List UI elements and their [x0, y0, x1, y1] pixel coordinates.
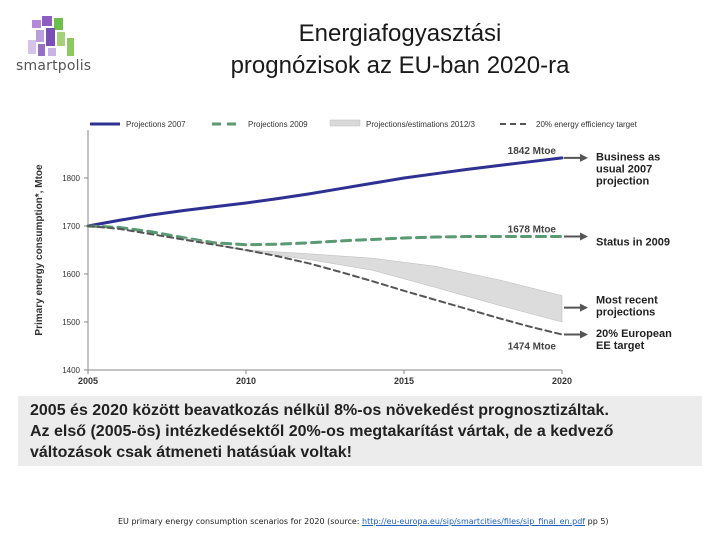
source-link[interactable]: http://eu-europa.eu/sip/smartcities/file… [362, 517, 586, 526]
annotation-arrow-head [580, 330, 588, 339]
series-line-0 [86, 156, 564, 228]
value-label: 1474 Mtoe [508, 341, 557, 352]
annotation-text: projections [596, 307, 655, 319]
note-line-3: változások csak átmeneti hatásúak voltak… [30, 444, 352, 461]
y-tick-label: 1800 [62, 174, 80, 183]
y-tick-label: 1600 [62, 270, 80, 279]
annotation-text: usual 2007 [596, 164, 652, 176]
legend-entry: Projections 2007 [126, 120, 186, 129]
note-line-2: Az első (2005-ös) intézkedésektől 20%-os… [30, 423, 614, 440]
annotation-text: projection [596, 176, 649, 188]
series-line-1 [86, 224, 564, 247]
annotation-text: EE target [596, 340, 645, 352]
smartpolis-logo [28, 16, 74, 56]
legend-entry: 20% energy efficiency target [536, 120, 638, 129]
series-line-3 [87, 225, 563, 336]
annotation-text: Status in 2009 [596, 237, 670, 249]
source-footer: EU primary energy consumption scenarios … [118, 517, 609, 526]
x-tick-label: 2010 [236, 376, 256, 386]
logo-text: smartpolis [16, 58, 92, 74]
legend-entry: Projections/estimations 2012/3 [366, 120, 476, 129]
legend-entry: Projections 2009 [248, 120, 308, 129]
x-tick-label: 2005 [78, 376, 98, 386]
summary-note: 2005 és 2020 között beavatkozás nélkül 8… [18, 396, 702, 466]
annotation-text: Most recent [596, 295, 658, 307]
footer-prefix: EU primary energy consumption scenarios … [118, 517, 363, 526]
x-tick-label: 2015 [394, 376, 414, 386]
legend-swatch [329, 119, 361, 127]
annotation-arrow-head [580, 232, 588, 241]
annotation-text: Business as [596, 152, 660, 164]
note-line-1: 2005 és 2020 között beavatkozás nélkül 8… [30, 402, 609, 419]
chart-marks [86, 156, 564, 336]
title-line-2: prognózisok az EU-ban 2020-ra [230, 52, 570, 79]
chart-labels: 1842 Mtoe 1678 Mtoe 1474 Mtoe Business asus… [508, 146, 672, 353]
y-tick-label: 1700 [62, 222, 80, 231]
annotation-arrow-head [580, 153, 588, 162]
chart-grid: 1400 1500 1600 1700 1800 2005 2010 2015 2020 Prim… [34, 130, 572, 386]
y-tick-label: 1400 [62, 366, 80, 375]
value-label: 1678 Mtoe [508, 225, 557, 236]
energy-chart: Projections 2007 Projections 2009 Projecti… [34, 119, 672, 386]
value-label: 1842 Mtoe [508, 146, 557, 157]
annotation-text: 20% European [596, 328, 672, 340]
title-line-1: Energiafogyasztási [298, 20, 502, 47]
footer-suffix: pp 5) [585, 517, 609, 526]
y-tick-label: 1500 [62, 318, 80, 327]
y-axis-label: Primary energy consumption*, Mtoe [34, 164, 45, 336]
x-tick-label: 2020 [552, 376, 572, 386]
chart-legend: Projections 2007 Projections 2009 Projecti… [90, 119, 638, 129]
page-title: Energiafogyasztási prognózisok az EU-ban… [150, 18, 650, 82]
annotation-arrow-head [580, 303, 588, 312]
series-band-projections-2012-13 [182, 237, 563, 323]
